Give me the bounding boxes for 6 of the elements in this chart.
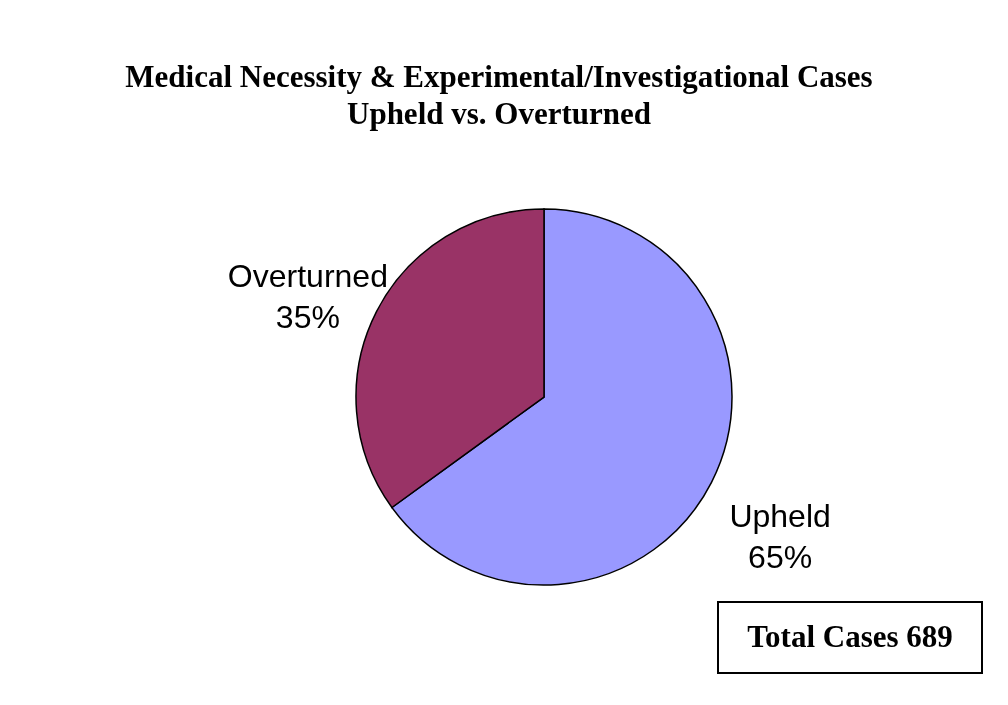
text: Total Cases 689	[747, 619, 953, 654]
data-label: 35%	[275, 298, 340, 335]
slice-label: Upheld	[729, 498, 831, 535]
data-label: 65%	[748, 539, 813, 576]
chart-title: Medical Necessity & Experimental/Investigational Cases Upheld vs. Overturned	[125, 59, 873, 131]
slice-label: Overturned	[227, 257, 388, 294]
